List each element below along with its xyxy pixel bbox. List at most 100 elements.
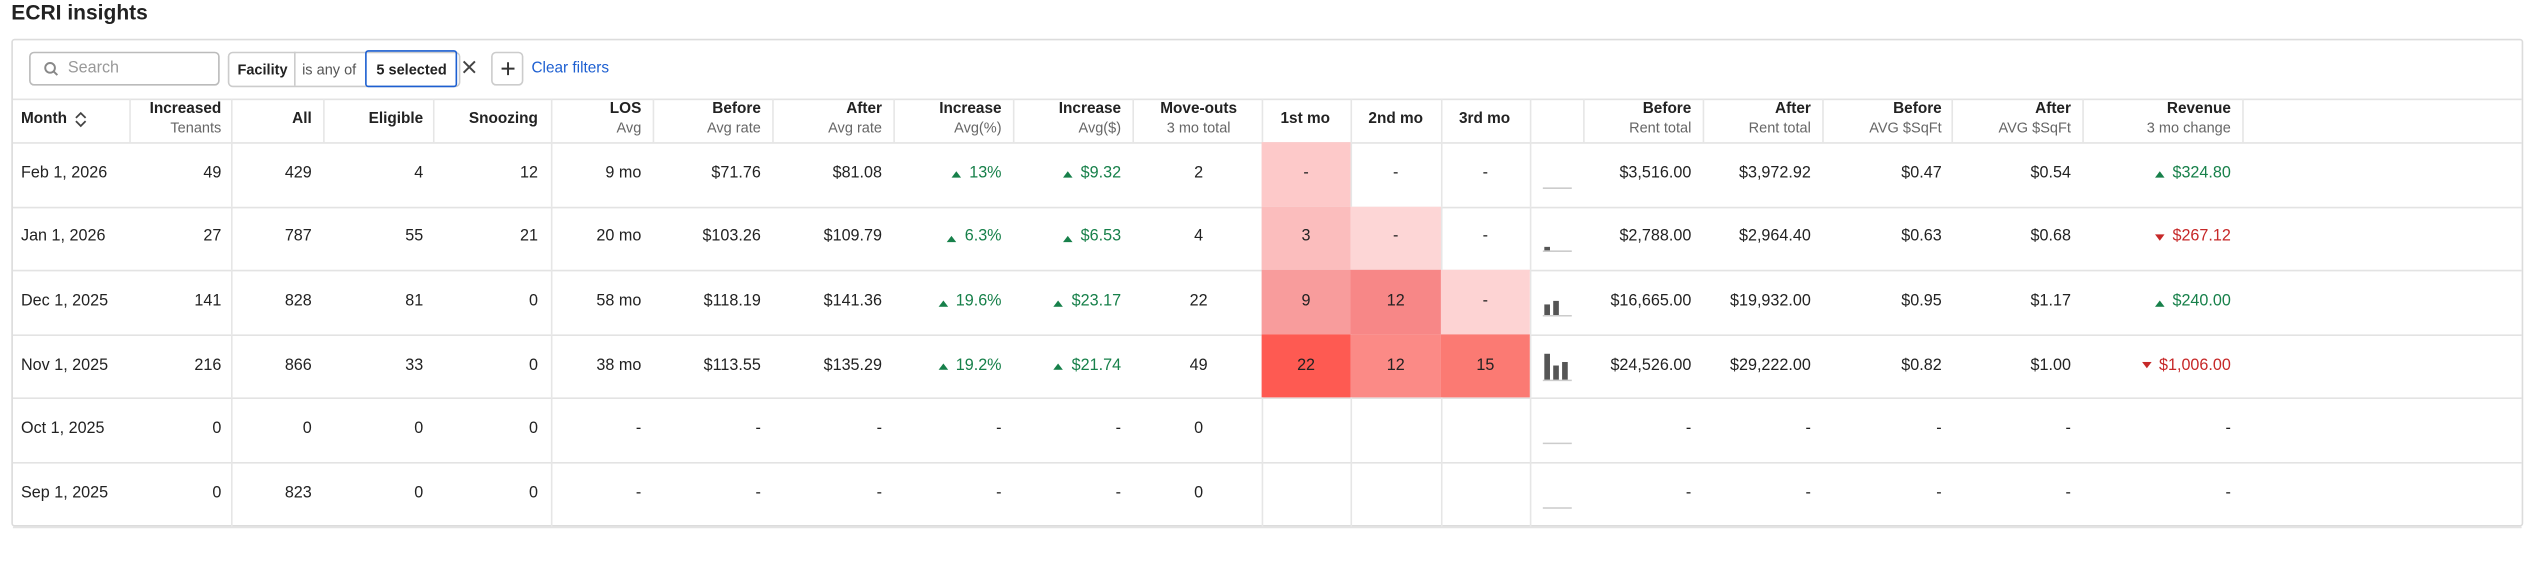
cell-text: $1,006.00	[2158, 356, 2231, 375]
cell: -	[1686, 420, 1691, 439]
trend-arrow	[1062, 171, 1073, 179]
cell: 0	[414, 420, 423, 439]
cell: Nov 1, 2025	[21, 356, 108, 375]
column-title: After	[846, 100, 883, 118]
column-divider	[1350, 142, 1353, 207]
header-line	[12, 98, 2522, 101]
column-divider	[129, 98, 131, 143]
cell-text: $23.17	[1071, 292, 1122, 311]
cell: $0.47	[1901, 164, 1941, 183]
cell-text: -	[996, 484, 1002, 503]
cell: $29,222.00	[1730, 356, 1811, 375]
cell-text: 216	[194, 356, 222, 375]
cell-text: -	[2225, 484, 2231, 503]
sort-icon[interactable]	[74, 111, 87, 128]
filter-chip[interactable]	[227, 51, 461, 88]
column-divider	[1951, 98, 1954, 143]
column-divider	[1261, 398, 1264, 462]
column-subtitle: 3 mo total	[1166, 119, 1231, 136]
cell: -	[1686, 484, 1691, 503]
cell-text: -	[1685, 420, 1692, 439]
cell-text: $0.68	[2030, 228, 2071, 247]
cell-text: -	[1936, 420, 1942, 439]
cell: 787	[285, 228, 312, 247]
column-divider	[2242, 98, 2244, 143]
cell: $19,932.00	[1730, 292, 1811, 311]
cell: -	[2225, 420, 2230, 439]
cell: -	[2066, 420, 2071, 439]
cell-text: 20 mo	[596, 228, 642, 247]
cell-text: 13%	[969, 164, 1002, 183]
cell: 0	[414, 484, 423, 503]
cell: 0	[212, 484, 221, 503]
cell: 823	[285, 484, 312, 503]
filter-value[interactable]: 5 selected	[376, 61, 447, 78]
heat-value: -	[1393, 164, 1399, 183]
column-divider	[550, 398, 553, 462]
cell-text: $3,972.92	[1738, 164, 1811, 183]
cell-text: $6.53	[1080, 228, 1122, 247]
cell-text: 19.2%	[955, 356, 1002, 375]
remove-filter[interactable]	[462, 60, 477, 75]
cell: -	[1805, 420, 1810, 439]
cell-text: 38 mo	[596, 356, 642, 375]
heat-value: 3	[1301, 228, 1311, 247]
cell: $3,972.92	[1739, 164, 1811, 183]
column-subtitle: Rent total	[1629, 119, 1692, 136]
cell: 27	[203, 228, 221, 247]
add-filter[interactable]	[491, 51, 524, 86]
filter-value-box[interactable]	[365, 50, 458, 88]
sparkline-bar	[1544, 304, 1550, 316]
column-title: Increase	[939, 100, 1002, 118]
column-title: Before	[712, 100, 761, 118]
cell: 866	[285, 356, 312, 375]
column-divider	[1440, 398, 1443, 462]
cell: -	[2225, 484, 2230, 503]
cell-text: $0.63	[1901, 228, 1942, 247]
clear-filters[interactable]: Clear filters	[531, 59, 610, 78]
cell: 0	[1102, 484, 1296, 503]
cell-text: -	[2225, 420, 2231, 439]
cell: 33	[405, 356, 423, 375]
cell: Jan 1, 2026	[21, 228, 105, 247]
cell: -	[996, 484, 1001, 503]
cell: 141	[194, 292, 221, 311]
cell-text: 141	[194, 292, 222, 311]
cell: -	[996, 420, 1001, 439]
sparkline	[1542, 442, 1572, 445]
column-title: 3rd mo	[1458, 109, 1511, 128]
cell-text: 27	[203, 228, 222, 247]
arrow-shape	[937, 299, 948, 307]
filter-field[interactable]: Facility	[237, 61, 288, 78]
trend-arrow	[937, 363, 948, 371]
cell-text: 0	[414, 420, 424, 439]
cell-text: 787	[284, 228, 312, 247]
cell-text: -	[755, 420, 761, 439]
cell: 4	[414, 164, 423, 183]
cell-text: $19,932.00	[1729, 292, 1811, 311]
cell-text: $3,516.00	[1619, 164, 1692, 183]
cell: $9.32	[1062, 164, 1121, 183]
cell: $0.54	[2031, 164, 2071, 183]
cell: -	[1936, 420, 1941, 439]
column-divider	[2082, 98, 2084, 143]
search-box[interactable]: Search	[29, 51, 220, 86]
arrow-shape	[2154, 299, 2165, 307]
cell: $103.26	[702, 228, 760, 247]
sparkline	[1542, 187, 1572, 189]
heat-cell	[1350, 334, 1441, 399]
column-subtitle: AVG $SqFt	[1998, 119, 2071, 136]
trend-arrow	[946, 235, 957, 243]
arrow-shape	[1053, 363, 1064, 371]
column-divider	[1350, 398, 1353, 462]
arrow-shape	[1053, 299, 1064, 307]
column-divider	[231, 462, 233, 526]
cell-text: 823	[284, 484, 312, 503]
arrow-shape	[1062, 171, 1073, 179]
column-divider	[550, 206, 553, 271]
cell-text: 0	[302, 420, 312, 439]
cell: 55	[405, 228, 423, 247]
cell-text: 2	[1194, 164, 1204, 183]
filter-operator[interactable]: is any of	[302, 61, 357, 78]
cell: -	[1116, 420, 1121, 439]
